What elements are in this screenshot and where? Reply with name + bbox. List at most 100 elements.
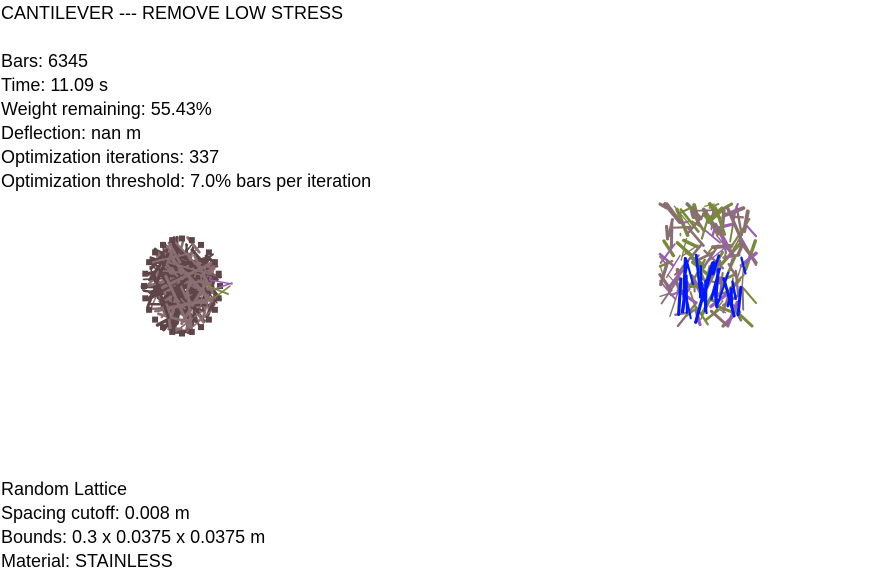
lattice-node bbox=[146, 259, 153, 266]
lattice-node bbox=[211, 306, 218, 313]
force-vector bbox=[722, 277, 736, 318]
lattice-bar bbox=[711, 227, 716, 237]
lattice-bar bbox=[741, 286, 745, 311]
lattice-bar bbox=[744, 223, 758, 238]
lattice-node bbox=[169, 237, 176, 244]
lattice-node bbox=[217, 283, 223, 289]
force-vector bbox=[694, 253, 702, 290]
lattice-bar bbox=[186, 290, 194, 336]
lattice-node bbox=[179, 330, 185, 337]
lattice-bar bbox=[727, 262, 739, 280]
lattice-bar bbox=[737, 238, 758, 265]
lattice-bar bbox=[718, 308, 727, 314]
lattice-bar bbox=[662, 239, 676, 258]
weight-remaining: Weight remaining: 55.43% bbox=[1, 99, 212, 119]
lattice-node bbox=[152, 249, 159, 256]
force-vector bbox=[683, 287, 692, 320]
lattice-bar bbox=[148, 260, 164, 282]
lattice-bar bbox=[673, 225, 692, 229]
force-vector bbox=[686, 262, 695, 286]
lattice-view-side[interactable] bbox=[656, 202, 760, 330]
lattice-node bbox=[142, 295, 149, 302]
lattice-bar bbox=[723, 253, 727, 261]
lattice-node bbox=[188, 237, 195, 244]
lattice-bar bbox=[663, 202, 682, 224]
lattice-bar bbox=[164, 274, 194, 335]
lattice-type: Random Lattice bbox=[1, 479, 128, 499]
lattice-node bbox=[142, 270, 149, 277]
lattice-bar bbox=[659, 243, 676, 264]
force-vector bbox=[731, 280, 737, 301]
force-vector bbox=[677, 277, 683, 316]
lattice-bar bbox=[729, 257, 734, 266]
title-label: CANTILEVER --- REMOVE LOW STRESS bbox=[1, 3, 344, 23]
force-vector bbox=[736, 285, 743, 317]
lattice-bar bbox=[677, 205, 694, 215]
lattice-node bbox=[152, 316, 159, 323]
lattice-bar bbox=[152, 271, 170, 320]
lattice-bar bbox=[685, 202, 703, 221]
lattice-bar bbox=[660, 280, 678, 305]
lattice-bar bbox=[658, 252, 674, 267]
lattice-bar bbox=[695, 251, 715, 262]
lattice-bar bbox=[725, 205, 742, 239]
lattice-bar bbox=[709, 309, 730, 328]
lattice-bar bbox=[742, 209, 750, 234]
time-readout: Time: 11.09 s bbox=[1, 75, 109, 95]
force-vector bbox=[711, 254, 721, 276]
force-vector bbox=[729, 287, 734, 310]
optimization-iterations: Optimization iterations: 337 bbox=[1, 147, 220, 167]
lattice-bar bbox=[715, 264, 723, 267]
lattice-node bbox=[205, 249, 212, 256]
bounds-readout: Bounds: 0.3 x 0.0375 x 0.0375 m bbox=[1, 527, 266, 547]
lattice-node bbox=[179, 235, 185, 242]
lattice-node bbox=[160, 241, 166, 248]
lattice-bar bbox=[665, 254, 681, 279]
deflection-readout: Deflection: nan m bbox=[1, 123, 142, 143]
spacing-cutoff: Spacing cutoff: 0.008 m bbox=[1, 503, 190, 523]
lattice-bar bbox=[151, 252, 190, 264]
material-readout: Material: STAINLESS bbox=[1, 551, 173, 571]
lattice-bar bbox=[714, 206, 727, 236]
lattice-bar bbox=[163, 260, 179, 278]
optimization-threshold: Optimization threshold: 7.0% bars per it… bbox=[1, 171, 372, 191]
lattice-bar bbox=[689, 209, 696, 219]
lattice-bars bbox=[658, 202, 758, 328]
force-vector bbox=[740, 256, 747, 275]
lattice-bar bbox=[667, 269, 684, 290]
force-vector bbox=[700, 282, 708, 315]
lattice-node bbox=[169, 328, 176, 335]
bars-count: Bars: 6345 bbox=[1, 51, 89, 71]
lattice-bar bbox=[736, 243, 744, 257]
lattice-bar bbox=[177, 246, 201, 280]
lattice-bar bbox=[707, 247, 713, 253]
lattice-node bbox=[215, 295, 222, 302]
lattice-bar bbox=[685, 307, 697, 318]
lattice-bar bbox=[659, 260, 670, 287]
lattice-view-front[interactable] bbox=[132, 228, 240, 346]
force-vector bbox=[714, 268, 720, 299]
lattice-bar bbox=[708, 245, 728, 262]
lattice-node bbox=[160, 324, 166, 331]
lattice-bar bbox=[706, 208, 724, 224]
lattice-bar bbox=[659, 280, 677, 301]
lattice-bar bbox=[158, 259, 218, 277]
lattice-node bbox=[146, 306, 153, 313]
lattice-bar bbox=[669, 222, 674, 249]
force-vectors bbox=[677, 253, 747, 324]
lattice-bar bbox=[207, 285, 229, 295]
lattice-node bbox=[141, 283, 147, 289]
lattice-node bbox=[215, 270, 222, 277]
lattice-bar bbox=[686, 209, 709, 235]
lattice-bars bbox=[140, 235, 233, 337]
lattice-node bbox=[205, 316, 212, 323]
lattice-bar bbox=[679, 208, 700, 233]
lattice-bar bbox=[200, 264, 207, 306]
force-vector bbox=[716, 271, 730, 307]
lattice-bar bbox=[691, 220, 704, 229]
lattice-bar bbox=[209, 279, 233, 285]
lattice-bar bbox=[742, 287, 758, 305]
lattice-bar bbox=[682, 238, 700, 249]
lattice-node bbox=[188, 328, 195, 335]
lattice-bar bbox=[715, 234, 735, 258]
